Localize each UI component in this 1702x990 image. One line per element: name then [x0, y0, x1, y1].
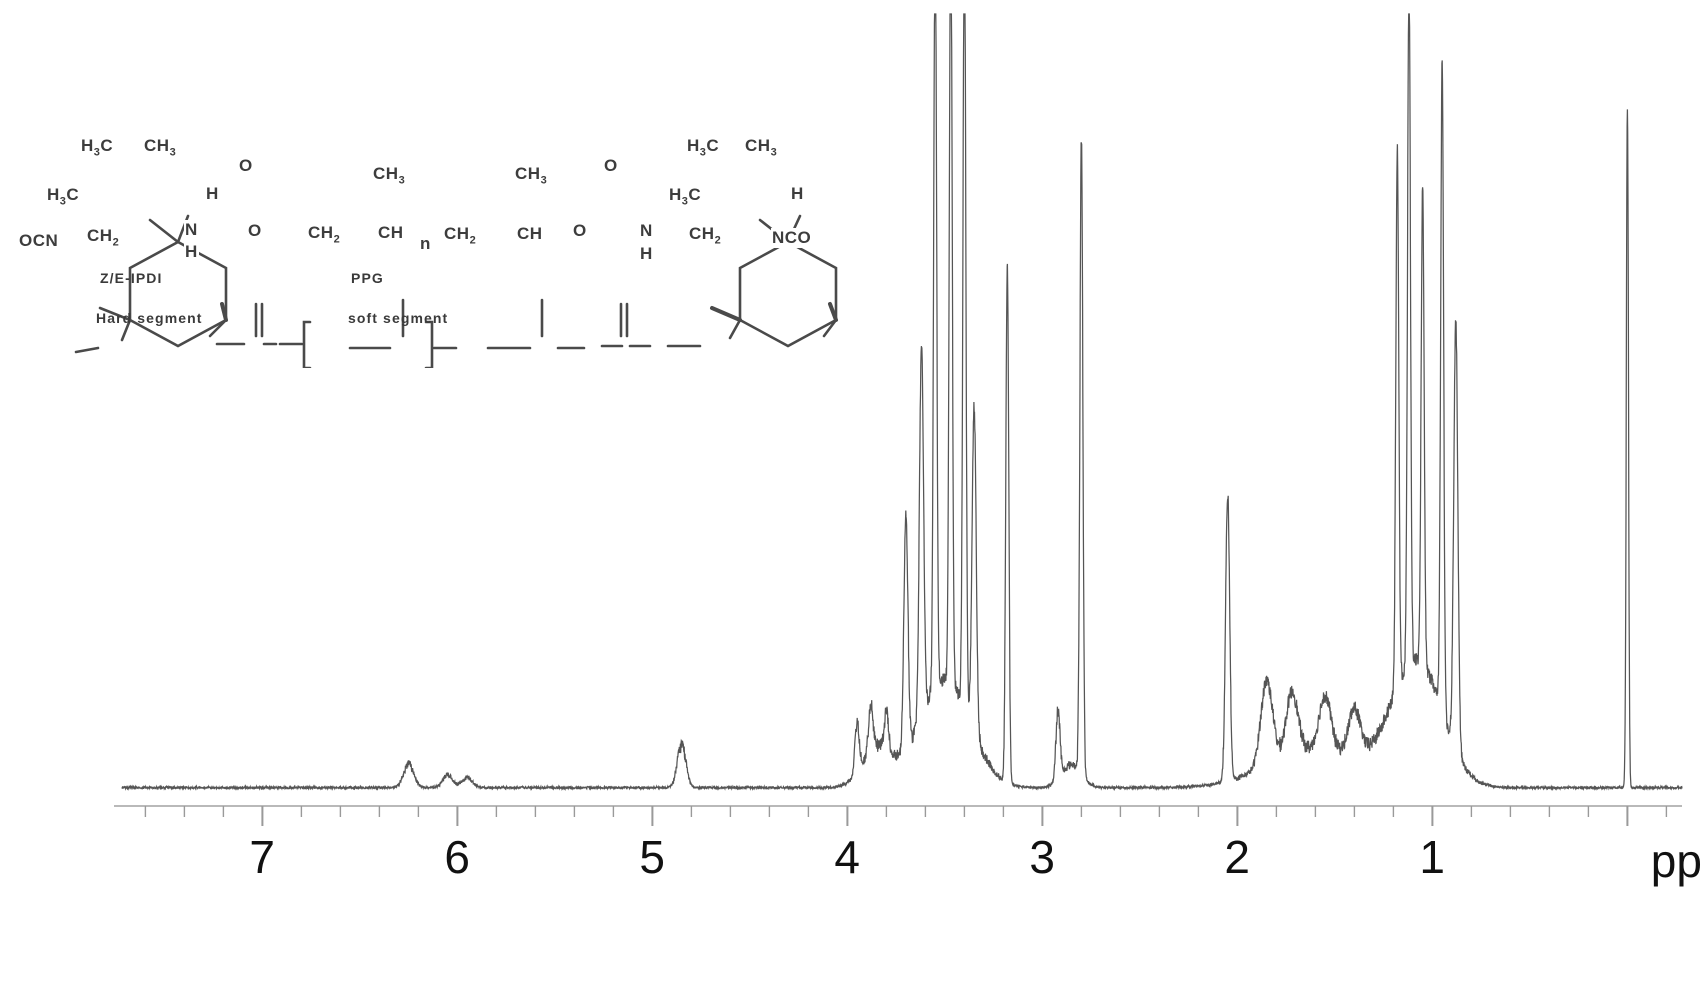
structure-atom-label: CH3 — [744, 136, 779, 159]
structure-atom-label: CH — [377, 223, 405, 243]
axis-tick-label-2: 2 — [1224, 831, 1250, 883]
structure-atom-label: O — [247, 221, 263, 241]
structure-atom-label: N — [639, 221, 654, 241]
structure-atom-label: CH2 — [443, 224, 478, 247]
axis-unit-label: ppm — [1650, 835, 1702, 887]
structure-atom-label: H3C — [686, 136, 721, 159]
structure-atom-label: CH3 — [372, 164, 407, 187]
axis-tick-label-6: 6 — [444, 831, 470, 883]
structure-atom-label: N — [184, 220, 199, 240]
axis-tick-label-3: 3 — [1029, 831, 1055, 883]
structure-atom-label: CH — [516, 224, 544, 244]
chemical-structure-inset: H3C CH3 H3C H O N H OCN CH2 O CH2 CH CH3 n CH2 CH CH3 O O N… — [18, 108, 838, 368]
axis-ticks — [144, 806, 1668, 826]
structure-atom-label: CH3 — [514, 164, 549, 187]
structure-segment-label: PPG — [351, 270, 384, 286]
structure-atom-label: H3C — [46, 185, 81, 208]
structure-atom-label: H — [205, 184, 220, 204]
structure-atom-label: CH2 — [688, 224, 723, 247]
axis-tick-label-1: 1 — [1419, 831, 1445, 883]
structure-segment-label: Z/E-IPDI — [100, 270, 163, 286]
structure-atom-label: O — [572, 221, 588, 241]
structure-atom-label: H — [639, 244, 654, 264]
axis-tick-label-7: 7 — [249, 831, 275, 883]
spectrum-trace-group — [121, 13, 1683, 792]
structure-atom-label: CH2 — [86, 226, 121, 249]
structure-atom-label: O — [603, 156, 619, 176]
structure-atom-label: CH2 — [307, 223, 342, 246]
bond-lines — [74, 214, 838, 368]
spectrum-trace — [121, 13, 1683, 792]
axis-tick-label-4: 4 — [834, 831, 860, 883]
structure-atom-label: NCO — [771, 228, 813, 248]
structure-atom-label: OCN — [18, 231, 60, 251]
structure-atom-label: H — [790, 184, 805, 204]
structure-atom-label: H — [184, 242, 199, 262]
axis-ruler-group — [114, 805, 1682, 826]
structure-atom-label: CH3 — [143, 136, 178, 159]
structure-segment-label: soft segment — [348, 310, 449, 326]
structure-drawing — [74, 214, 838, 368]
axis-tick-label-5: 5 — [639, 831, 665, 883]
structure-atom-label: H3C — [668, 185, 703, 208]
structure-atom-label: n — [419, 234, 432, 254]
structure-segment-label: Hard segment — [96, 310, 203, 326]
structure-atom-label: H3C — [80, 136, 115, 159]
structure-atom-label: O — [238, 156, 254, 176]
